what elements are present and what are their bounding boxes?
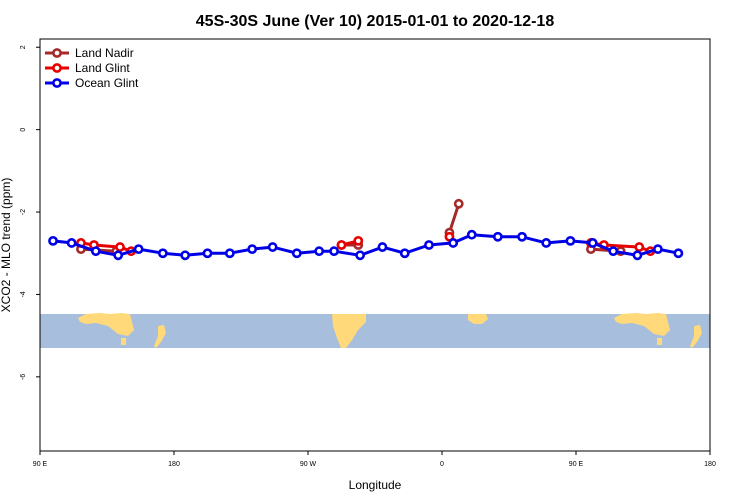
plot-area-frame — [39, 38, 711, 452]
series-2-point-0-28 — [673, 248, 684, 259]
series-2-point-0-22 — [541, 238, 552, 248]
x-tick-label-1: 180 — [168, 461, 180, 468]
series-2-point-0-15 — [377, 242, 388, 252]
y-tick-label-3: -4 — [20, 291, 27, 297]
series-0-line-2 — [447, 203, 461, 234]
series-2-point-0-2 — [90, 246, 101, 257]
landmass-5 — [614, 313, 670, 336]
legend-marker-0 — [52, 48, 62, 58]
y-tick-label-2: -2 — [20, 209, 27, 215]
landmass-7 — [690, 325, 702, 348]
landmass-2 — [154, 325, 166, 348]
landmass-1 — [121, 338, 126, 345]
series-2-point-0-10 — [267, 242, 278, 252]
x-tick-label-3: 0 — [440, 461, 444, 468]
series-2-point-0-23 — [565, 235, 576, 246]
x-tick-label-2: 90 W — [300, 461, 317, 468]
series-1-point-0-2 — [115, 242, 125, 252]
series-2-point-0-9 — [247, 244, 258, 255]
x-tick-label-4: 90 E — [569, 461, 584, 468]
chart-title: 45S-30S June (Ver 10) 2015-01-01 to 2020… — [196, 13, 555, 30]
series-0-point-2-1 — [453, 198, 464, 209]
series-2-point-0-12 — [314, 246, 325, 257]
series-2-point-0-16 — [399, 248, 410, 259]
series-layer — [48, 198, 684, 261]
series-1-line-0 — [80, 241, 132, 253]
legend-label-2: Ocean Glint — [75, 76, 139, 90]
legend-label-1: Land Glint — [75, 61, 130, 75]
series-2-point-0-17 — [424, 240, 434, 250]
series-2-point-0-13 — [329, 246, 339, 257]
legend-marker-2 — [52, 78, 62, 88]
legend-marker-1 — [52, 63, 62, 73]
series-2-point-0-14 — [355, 250, 366, 261]
x-tick-label-0: 90 E — [33, 461, 48, 468]
series-2-point-0-11 — [291, 248, 302, 259]
series-2-line-0 — [52, 233, 679, 257]
landmass-0 — [78, 313, 134, 336]
y-axis-label: XCO2 - MLO trend (ppm) — [0, 178, 13, 313]
series-2-point-0-1 — [66, 238, 77, 248]
series-2-point-0-25 — [608, 246, 619, 257]
series-2-point-0-7 — [202, 248, 213, 259]
series-2-point-0-19 — [466, 229, 477, 240]
landmass-3 — [332, 314, 366, 348]
y-tick-label-4: -6 — [20, 374, 27, 380]
world-map-strip — [40, 313, 710, 348]
y-tick-label-0: 2 — [20, 45, 27, 49]
series-0 — [76, 198, 626, 257]
series-2-point-0-6 — [180, 250, 191, 261]
series-2-point-0-8 — [224, 248, 235, 259]
series-1-point-1-0 — [336, 240, 347, 250]
ocean-band — [40, 314, 710, 348]
series-2-point-0-0 — [48, 235, 58, 246]
series-1-point-3-2 — [634, 242, 645, 252]
series-1-point-1-1 — [353, 235, 364, 246]
landmass-4 — [468, 314, 488, 324]
series-2-point-0-24 — [587, 238, 598, 248]
x-axis-label: Longitude — [349, 478, 402, 492]
series-2-point-0-3 — [113, 250, 124, 261]
x-tick-label-5: 180 — [704, 461, 716, 468]
series-2-point-0-20 — [492, 231, 503, 242]
series-2-point-0-27 — [652, 244, 663, 255]
y-tick-label-1: 0 — [20, 128, 27, 132]
landmass-6 — [657, 338, 662, 345]
series-2-point-0-18 — [448, 238, 459, 248]
legend-label-0: Land Nadir — [75, 46, 134, 60]
series-2-point-0-26 — [632, 250, 643, 261]
series-2-point-0-21 — [517, 231, 527, 242]
x-axis: 90 E 180 90 W 0 90 E 180 — [33, 451, 716, 468]
series-2-point-0-5 — [157, 248, 168, 259]
series-2-point-0-4 — [133, 244, 144, 255]
y-axis: 2 0 -2 -4 -6 — [20, 45, 40, 380]
series-2 — [48, 229, 684, 261]
